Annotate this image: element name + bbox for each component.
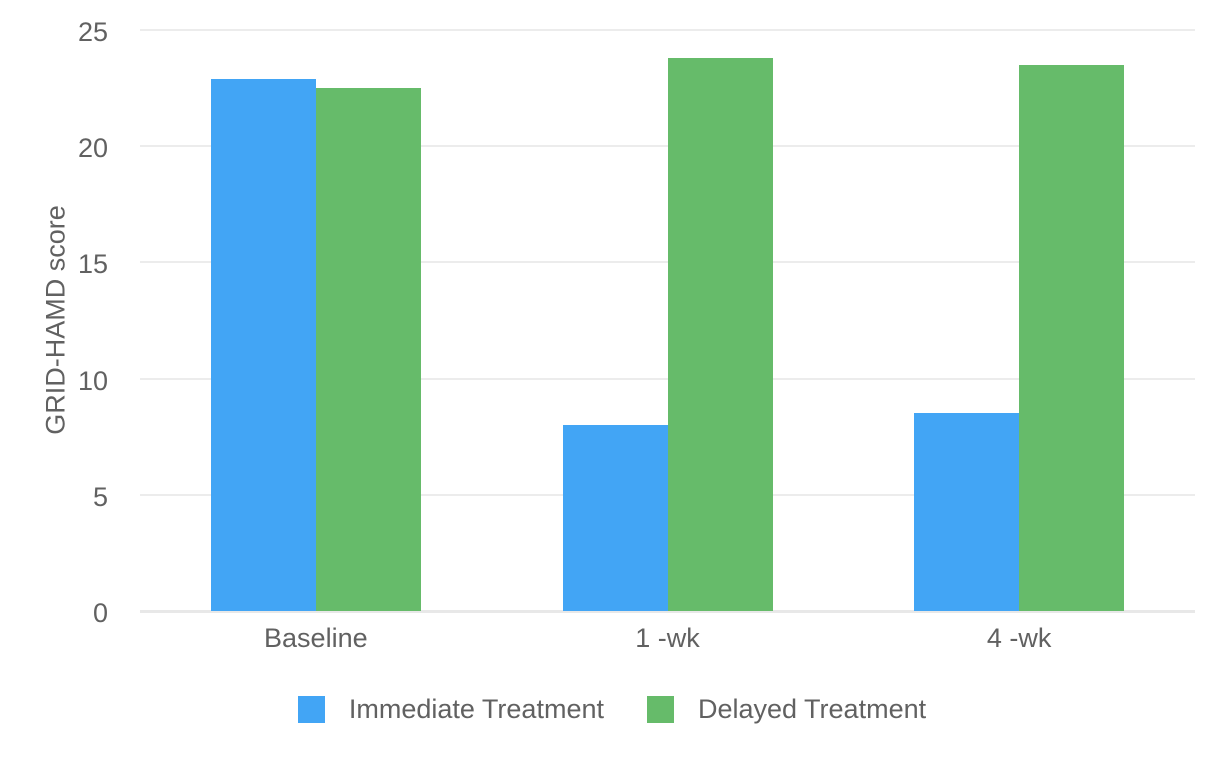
y-tick-label-5: 5: [92, 481, 108, 512]
y-tick-label-0: 0: [92, 598, 108, 628]
legend-item-immediate-treatment[interactable]: Immediate Treatment: [297, 694, 604, 725]
gridline-0: [140, 610, 1195, 613]
gridline-25: [140, 29, 1195, 31]
legend-swatch-delayed-treatment: [646, 696, 674, 723]
y-tick-label-10: 10: [77, 365, 108, 396]
y-tick-label-15: 15: [77, 249, 108, 280]
legend: Immediate Treatment Delayed Treatment: [0, 694, 1224, 725]
x-category-label-baseline: Baseline: [264, 623, 368, 653]
bar-immediate-treatment-1-wk[interactable]: [562, 425, 668, 611]
bar-delayed-treatment-baseline[interactable]: [315, 88, 421, 611]
legend-label-immediate-treatment: Immediate Treatment: [348, 694, 604, 724]
bar-immediate-treatment-4-wk[interactable]: [914, 413, 1020, 611]
y-tick-label-20: 20: [77, 133, 108, 164]
x-category-label-4-wk: 4 -wk: [986, 623, 1052, 653]
x-category-label-1-wk: 1 -wk: [635, 623, 700, 653]
legend-item-delayed-treatment[interactable]: Delayed Treatment: [646, 694, 927, 725]
bar-immediate-treatment-baseline[interactable]: [210, 78, 316, 611]
y-tick-label-25: 25: [77, 17, 108, 47]
legend-label-delayed-treatment: Delayed Treatment: [697, 694, 927, 724]
legend-swatch-immediate-treatment: [297, 696, 325, 723]
bar-delayed-treatment-4-wk[interactable]: [1019, 64, 1125, 611]
bar-delayed-treatment-1-wk[interactable]: [667, 57, 773, 611]
